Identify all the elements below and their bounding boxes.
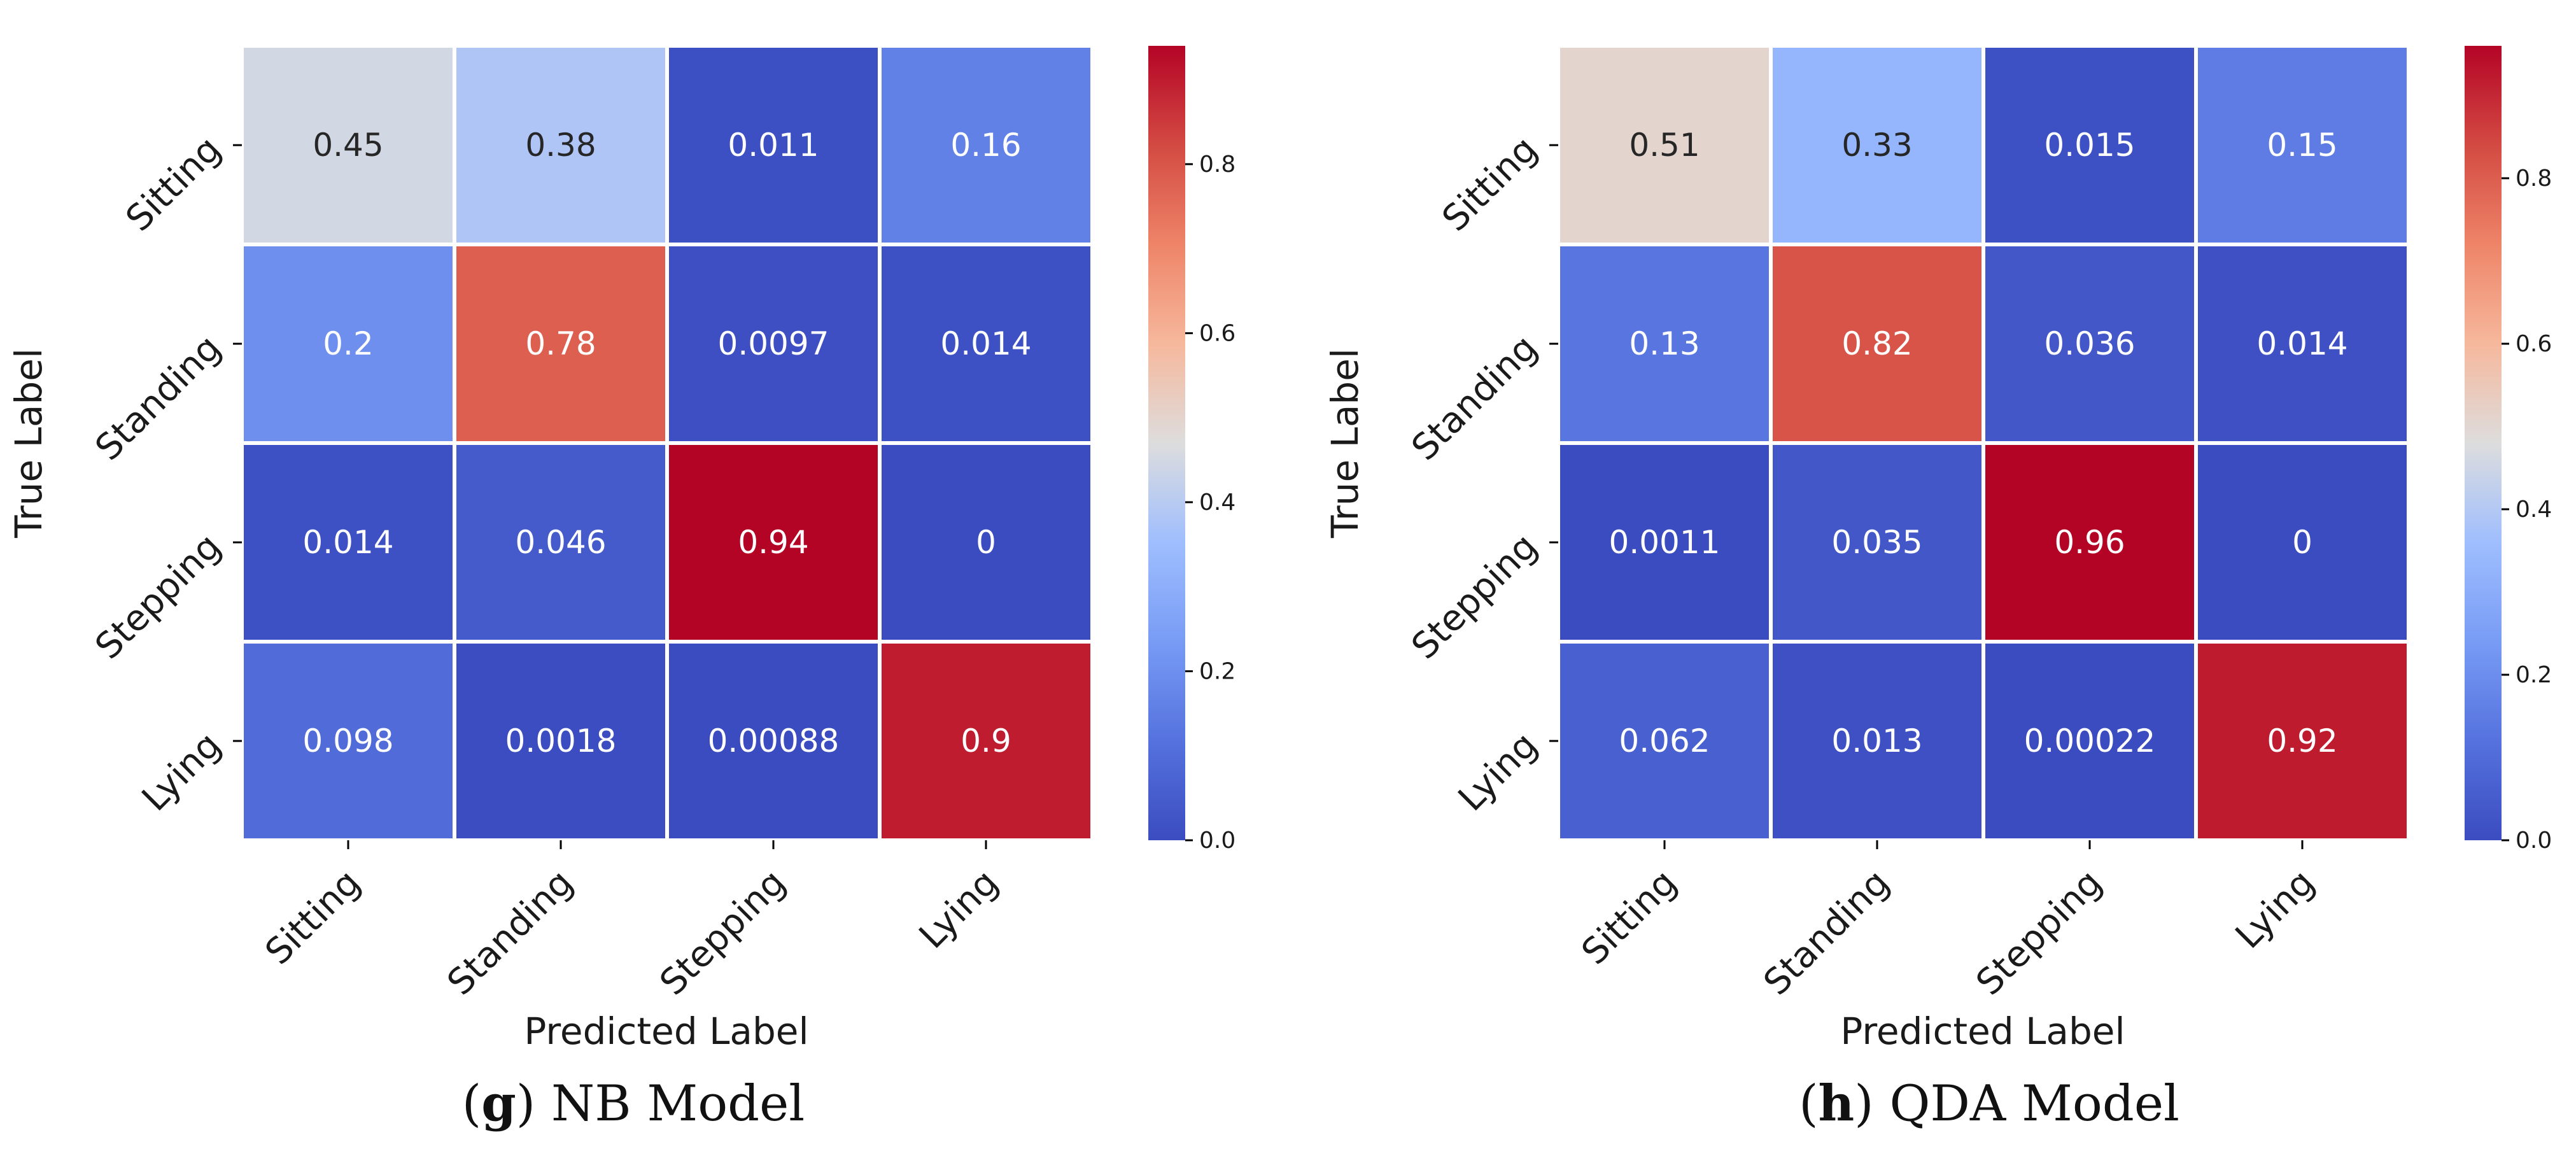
colorbar-tick-label: 0.4 — [1199, 490, 1235, 516]
cell-value-label: 0.78 — [525, 325, 596, 362]
panel-caption: (h) QDA Model — [1799, 1075, 2179, 1132]
colorbar — [1148, 46, 1185, 840]
cell-value-label: 0.036 — [2044, 325, 2135, 362]
heatmap-cell-r2-c2 — [665, 441, 882, 644]
cell-value-label: 0.035 — [1831, 524, 1922, 561]
cell-value-label: 0.38 — [525, 127, 596, 164]
caption-paren-close: ) — [1854, 1075, 1873, 1132]
heatmap-cell-r3-c2 — [665, 640, 882, 842]
heatmap-cell-r0-c3 — [2194, 44, 2411, 246]
caption-letter: g — [481, 1075, 516, 1132]
x-axis-label: Predicted Label — [1840, 1010, 2125, 1053]
cell-value-label: 0.098 — [302, 723, 393, 759]
colorbar-tick-label: 0.2 — [2516, 662, 2552, 688]
heatmap-cell-r3-c0 — [1556, 640, 1773, 842]
heatmap-cell-r1-c1 — [453, 243, 669, 445]
panel-caption: (g) NB Model — [462, 1075, 805, 1132]
caption-letter: h — [1819, 1075, 1855, 1132]
cell-value-label: 0.0018 — [505, 723, 617, 759]
heatmap-cell-r3-c1 — [453, 640, 669, 842]
colorbar-tick-label: 0.6 — [2516, 331, 2552, 357]
cell-value-label: 0.015 — [2044, 127, 2135, 164]
caption-paren-open: ( — [1799, 1075, 1818, 1132]
colorbar-tick-label: 0.6 — [1199, 320, 1235, 346]
caption-text: QDA Model — [1874, 1075, 2179, 1132]
colorbar-tick-label: 0.0 — [1199, 828, 1235, 854]
heatmap-cell-r2-c3 — [878, 441, 1094, 644]
heatmap-cell-r3-c3 — [878, 640, 1094, 842]
cell-value-label: 0.062 — [1619, 723, 1710, 759]
cell-value-label: 0.96 — [2054, 524, 2125, 561]
cell-value-label: 0.046 — [515, 524, 606, 561]
heatmap-cell-r0-c0 — [240, 44, 456, 246]
cell-value-label: 0.00022 — [2024, 723, 2156, 759]
cell-value-label: 0.014 — [302, 524, 393, 561]
heatmap-cell-r0-c3 — [878, 44, 1094, 246]
heatmap-cell-r2-c2 — [1981, 441, 2198, 644]
heatmap-cell-r0-c2 — [1981, 44, 2198, 246]
cell-value-label: 0.13 — [1629, 325, 1700, 362]
caption-paren-close: ) — [516, 1075, 535, 1132]
cell-value-label: 0.51 — [1629, 127, 1700, 164]
y-axis-label: True Label — [7, 348, 50, 539]
y-axis-label: True Label — [1323, 348, 1367, 539]
heatmap-cell-r2-c1 — [1769, 441, 1985, 644]
colorbar-tick-label: 0.2 — [1199, 658, 1235, 684]
heatmap-cell-r1-c3 — [878, 243, 1094, 445]
x-axis-label: Predicted Label — [524, 1010, 808, 1053]
colorbar-tick-label: 0.0 — [2516, 828, 2552, 854]
cell-value-label: 0.16 — [950, 127, 1021, 164]
cell-value-label: 0.0011 — [1609, 524, 1721, 561]
colorbar-tick-label: 0.8 — [2516, 166, 2552, 192]
cell-value-label: 0.82 — [1841, 325, 1912, 362]
cell-value-label: 0 — [976, 524, 996, 561]
caption-paren-open: ( — [462, 1075, 481, 1132]
caption-text: NB Model — [535, 1075, 805, 1132]
heatmap-cell-r1-c3 — [2194, 243, 2411, 445]
colorbar-tick-label: 0.8 — [1199, 152, 1235, 178]
cell-value-label: 0.15 — [2267, 127, 2337, 164]
cell-value-label: 0.45 — [313, 127, 383, 164]
cell-value-label: 0.011 — [728, 127, 819, 164]
cell-value-label: 0.014 — [940, 325, 1031, 362]
cell-value-label: 0.2 — [323, 325, 374, 362]
cell-value-label: 0.013 — [1831, 723, 1922, 759]
colorbar-tick-label: 0.4 — [2516, 497, 2552, 523]
cell-value-label: 0.0097 — [718, 325, 829, 362]
heatmap-cell-r1-c2 — [1981, 243, 2198, 445]
heatmap-cell-r2-c3 — [2194, 441, 2411, 644]
cell-value-label: 0 — [2292, 524, 2312, 561]
colorbar — [2465, 46, 2502, 840]
heatmap-cell-r3-c0 — [240, 640, 456, 842]
cell-value-label: 0.00088 — [708, 723, 840, 759]
cell-value-label: 0.92 — [2267, 723, 2337, 759]
cell-value-label: 0.94 — [738, 524, 808, 561]
cell-value-label: 0.33 — [1841, 127, 1912, 164]
cell-value-label: 0.9 — [961, 723, 1011, 759]
heatmap-cell-r3-c1 — [1769, 640, 1985, 842]
cell-value-label: 0.014 — [2256, 325, 2347, 362]
